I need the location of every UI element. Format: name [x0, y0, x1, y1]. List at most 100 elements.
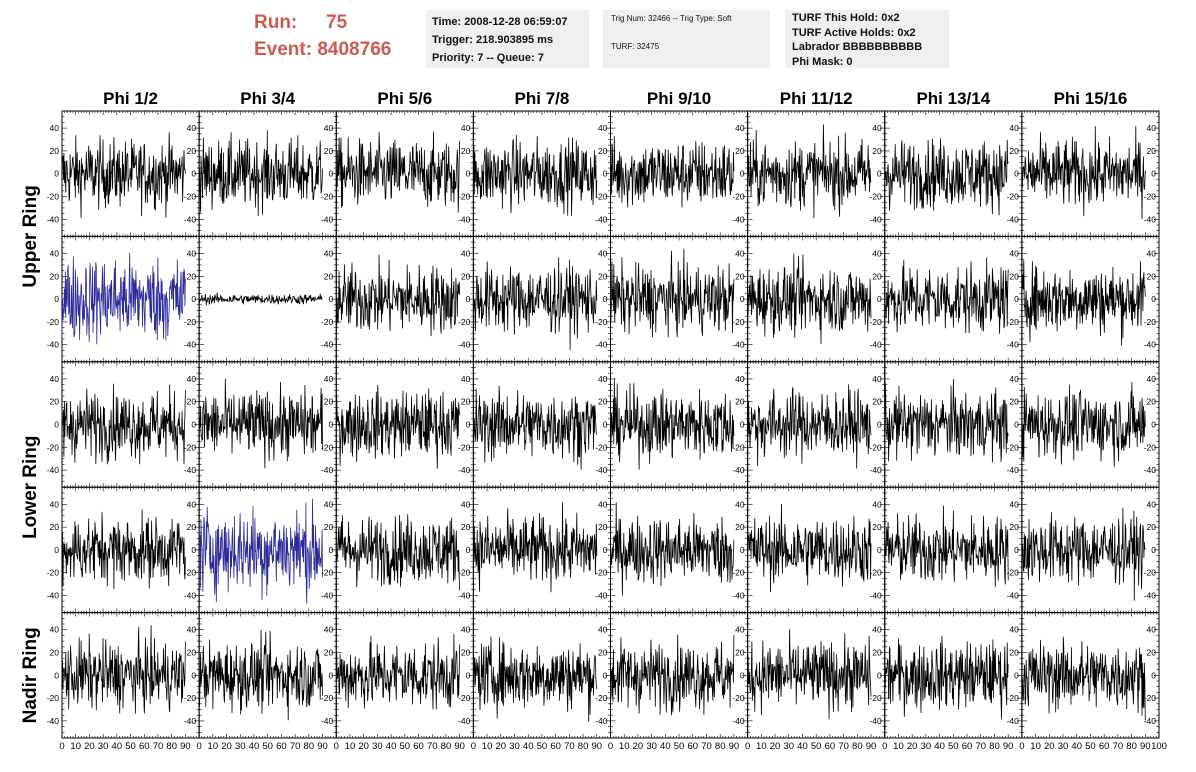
y-tick-label: 20	[1009, 271, 1019, 281]
y-tick-label: -40	[595, 214, 608, 224]
waveform-panel	[61, 361, 200, 488]
waveform-panel	[472, 486, 611, 614]
waveform-panel	[1021, 361, 1160, 488]
y-tick-label: 40	[1009, 249, 1019, 259]
y-tick-label: -20	[1144, 192, 1157, 202]
y-tick-label: 20	[872, 397, 882, 407]
column-header: Phi 7/8	[515, 89, 570, 108]
y-tick-label: 0	[740, 294, 745, 304]
y-tick-label: 40	[872, 249, 882, 259]
run-event-block: Run: 75 Event: 8408766	[254, 9, 391, 63]
y-tick-label: 20	[187, 522, 197, 532]
event-label: Event:	[254, 39, 313, 60]
y-tick-label: 40	[1009, 374, 1019, 384]
y-tick-label: 20	[1147, 522, 1157, 532]
y-tick-label: -20	[732, 568, 745, 578]
y-tick-label: -40	[732, 214, 745, 224]
row-group-label: Lower Ring	[20, 435, 41, 538]
y-tick-label: 0	[466, 545, 471, 555]
y-tick-label: -20	[321, 442, 334, 452]
y-tick-label: -40	[595, 465, 608, 475]
run-label: Run:	[254, 12, 298, 33]
waveform-panel	[335, 486, 474, 614]
y-tick-label: 20	[50, 146, 60, 156]
waveform-panel	[747, 110, 886, 237]
y-tick-label: 40	[872, 499, 882, 509]
y-tick-label: -40	[732, 340, 745, 350]
waveform-trace	[198, 130, 323, 217]
y-tick-label: 40	[324, 374, 334, 384]
y-tick-label: -40	[1144, 465, 1157, 475]
y-tick-label: 40	[872, 123, 882, 133]
y-tick-label: 20	[187, 146, 197, 156]
waveform-trace	[1021, 382, 1146, 467]
y-tick-label: -20	[184, 192, 197, 202]
turf-info-box: TURF This Hold: 0x2 TURF Active Holds: 0…	[785, 10, 949, 68]
labrador-text: Labrador BBBBBBBBBB	[792, 41, 923, 53]
y-tick-label: -40	[321, 465, 334, 475]
y-tick-label: 20	[324, 397, 334, 407]
waveform-trace	[335, 385, 461, 469]
y-tick-label: 0	[1014, 294, 1019, 304]
column-header: Phi 1/2	[103, 89, 158, 108]
y-tick-label: -20	[732, 317, 745, 327]
y-tick-label: 20	[735, 522, 745, 532]
y-tick-label: 20	[461, 522, 471, 532]
waveform-trace	[1021, 507, 1146, 601]
y-tick-label: 40	[187, 123, 197, 133]
y-tick-label: 0	[1151, 294, 1156, 304]
y-tick-label: -20	[1144, 317, 1157, 327]
waveform-panel	[335, 110, 474, 237]
y-tick-label: 0	[603, 294, 608, 304]
y-tick-label: -40	[321, 214, 334, 224]
priority-text: Priority: 7 -- Queue: 7	[432, 52, 544, 64]
column-header: Phi 13/14	[916, 89, 990, 108]
y-tick-label: 20	[461, 271, 471, 281]
y-tick-label: -20	[458, 442, 471, 452]
y-tick-label: 20	[1147, 397, 1157, 407]
y-tick-label: 40	[1009, 123, 1019, 133]
waveform-trace	[1021, 125, 1146, 220]
y-tick-label: -40	[869, 214, 882, 224]
y-tick-label: 40	[1147, 499, 1157, 509]
y-tick-label: 20	[187, 271, 197, 281]
waveform-panel	[1021, 235, 1160, 363]
y-tick-label: 0	[877, 169, 882, 179]
row-group-label: Nadir Ring	[20, 627, 41, 723]
turf-this-hold-text: TURF This Hold: 0x2	[792, 12, 900, 24]
row-group-label: Upper Ring	[20, 185, 41, 287]
y-tick-label: 0	[329, 420, 334, 430]
y-tick-label: 40	[1147, 249, 1157, 259]
y-tick-label: 40	[50, 374, 60, 384]
waveform-trace	[473, 257, 598, 350]
y-tick-label: 0	[54, 169, 59, 179]
y-tick-label: 40	[50, 123, 60, 133]
y-tick-label: -20	[595, 442, 608, 452]
y-tick-label: 20	[50, 397, 60, 407]
y-tick-label: 0	[603, 545, 608, 555]
column-header: Phi 9/10	[647, 89, 711, 108]
y-tick-label: 0	[329, 169, 334, 179]
waveform-trace	[747, 384, 872, 469]
y-tick-label: 40	[50, 249, 60, 259]
y-tick-label: -40	[1007, 214, 1020, 224]
waveform-panel	[61, 612, 200, 739]
y-tick-label: -40	[47, 591, 60, 601]
y-tick-label: -40	[47, 465, 60, 475]
waveform-panel	[610, 110, 749, 237]
y-tick-label: -20	[47, 317, 60, 327]
waveform-panel	[472, 110, 611, 237]
waveform-trace	[610, 248, 735, 338]
y-tick-label: 0	[54, 294, 59, 304]
waveform-panel	[884, 110, 1023, 237]
waveform-trace	[473, 385, 598, 470]
y-tick-label: 20	[187, 397, 197, 407]
y-tick-label: -40	[184, 214, 197, 224]
y-tick-label: -40	[732, 465, 745, 475]
run-line: Run: 75	[254, 9, 391, 36]
y-tick-label: 40	[324, 499, 334, 509]
y-tick-label: 0	[740, 169, 745, 179]
y-tick-label: -20	[184, 568, 197, 578]
y-tick-label: -20	[321, 568, 334, 578]
